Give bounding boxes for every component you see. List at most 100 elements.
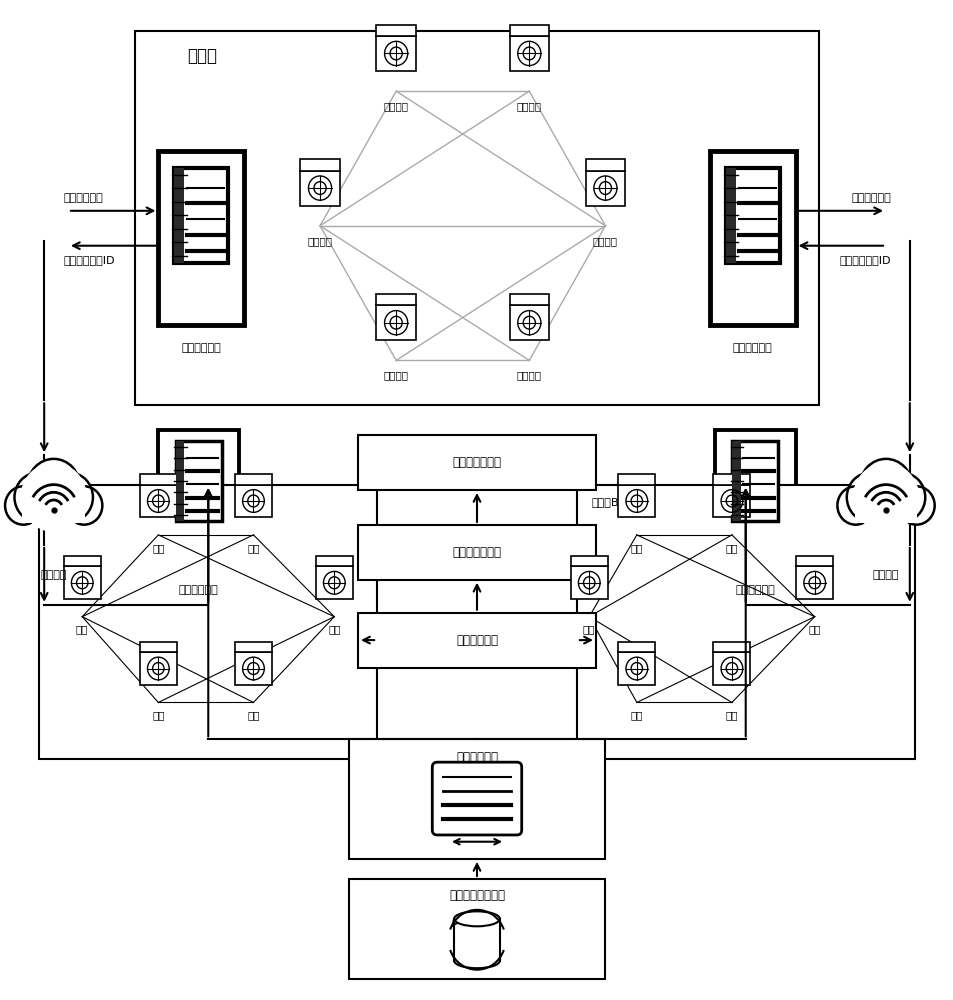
Bar: [22, 504, 85, 523]
Bar: [796, 566, 832, 599]
Text: 中继节点: 中继节点: [307, 236, 333, 246]
Bar: [713, 642, 750, 652]
Bar: [618, 642, 655, 652]
Bar: [234, 474, 272, 485]
Text: 节点: 节点: [807, 625, 821, 635]
Bar: [618, 485, 655, 517]
Ellipse shape: [454, 911, 499, 926]
Bar: [713, 485, 750, 517]
Text: 关联性分析查询: 关联性分析查询: [452, 546, 501, 559]
Circle shape: [14, 473, 62, 522]
Circle shape: [21, 463, 86, 531]
Bar: [376, 305, 416, 340]
Bar: [725, 168, 735, 263]
Bar: [732, 441, 778, 521]
Text: 节点: 节点: [76, 625, 89, 635]
Text: 产品链A: 产品链A: [53, 497, 81, 507]
Text: 冷链产品数据处理: 冷链产品数据处理: [449, 889, 504, 902]
Text: 跨链注册合约: 跨链注册合约: [735, 585, 774, 595]
Bar: [175, 441, 184, 521]
Text: 节点: 节点: [247, 710, 259, 720]
Bar: [140, 474, 176, 485]
Text: 节点: 节点: [725, 543, 738, 553]
Text: 跨链注册合约: 跨链注册合约: [732, 343, 772, 353]
Bar: [158, 430, 239, 570]
Text: 中继链: 中继链: [187, 47, 216, 65]
Circle shape: [863, 481, 907, 527]
Bar: [570, 566, 607, 599]
Bar: [357, 525, 596, 580]
Bar: [376, 25, 416, 36]
Circle shape: [46, 473, 92, 522]
Bar: [315, 566, 353, 599]
Bar: [348, 739, 605, 859]
Circle shape: [5, 486, 42, 525]
Bar: [725, 168, 780, 263]
Bar: [376, 36, 416, 71]
Bar: [454, 919, 499, 961]
Bar: [140, 642, 176, 652]
Bar: [315, 556, 353, 566]
Text: 节点: 节点: [582, 625, 595, 635]
Circle shape: [31, 481, 75, 527]
Bar: [509, 36, 549, 71]
Text: 跨链注册合约: 跨链注册合约: [181, 343, 221, 353]
Bar: [234, 642, 272, 652]
Circle shape: [853, 463, 918, 531]
Text: 节点: 节点: [152, 710, 165, 720]
Circle shape: [878, 473, 924, 522]
Bar: [585, 171, 624, 206]
Bar: [796, 556, 832, 566]
Bar: [570, 556, 607, 566]
Bar: [709, 151, 795, 325]
Bar: [140, 485, 176, 517]
Bar: [618, 474, 655, 485]
Bar: [357, 435, 596, 490]
Text: 节点: 节点: [247, 543, 259, 553]
Text: 跨链身份验证: 跨链身份验证: [456, 634, 497, 647]
Text: 跨链网关: 跨链网关: [40, 570, 67, 580]
Bar: [713, 652, 750, 685]
Bar: [134, 31, 819, 405]
Text: 产品链B: 产品链B: [591, 497, 618, 507]
Bar: [175, 441, 221, 521]
Text: 返回数字身份ID: 返回数字身份ID: [839, 255, 890, 265]
Text: 节点: 节点: [152, 543, 165, 553]
Bar: [234, 485, 272, 517]
Text: 中继节点: 中继节点: [383, 101, 408, 111]
Bar: [618, 652, 655, 685]
Bar: [732, 441, 740, 521]
Text: 中继节点: 中继节点: [593, 236, 618, 246]
Text: 跨链注册合约: 跨链注册合约: [179, 585, 218, 595]
Text: 节点: 节点: [328, 625, 340, 635]
Text: 发起身份注册: 发起身份注册: [850, 193, 890, 203]
Text: 节点: 节点: [630, 710, 642, 720]
Bar: [509, 294, 549, 305]
Bar: [300, 171, 339, 206]
Bar: [173, 168, 228, 263]
Text: 冷链产品分类: 冷链产品分类: [456, 751, 497, 764]
Bar: [158, 151, 244, 325]
FancyBboxPatch shape: [432, 762, 521, 835]
Bar: [854, 504, 917, 523]
Circle shape: [897, 486, 934, 525]
Bar: [234, 652, 272, 685]
Text: 查询结果产品链: 查询结果产品链: [452, 456, 501, 469]
Text: 节点: 节点: [630, 543, 642, 553]
Circle shape: [66, 486, 102, 525]
Bar: [577, 485, 914, 759]
Bar: [64, 566, 101, 599]
Bar: [509, 305, 549, 340]
Ellipse shape: [454, 953, 499, 968]
Bar: [348, 879, 605, 979]
Text: 发起身份注册: 发起身份注册: [63, 193, 103, 203]
Bar: [585, 159, 624, 171]
Circle shape: [846, 473, 893, 522]
Bar: [713, 474, 750, 485]
Bar: [376, 294, 416, 305]
Text: 跨链网关: 跨链网关: [872, 570, 899, 580]
Text: 中继节点: 中继节点: [383, 370, 408, 380]
Bar: [714, 430, 795, 570]
Bar: [173, 168, 184, 263]
Circle shape: [837, 486, 873, 525]
